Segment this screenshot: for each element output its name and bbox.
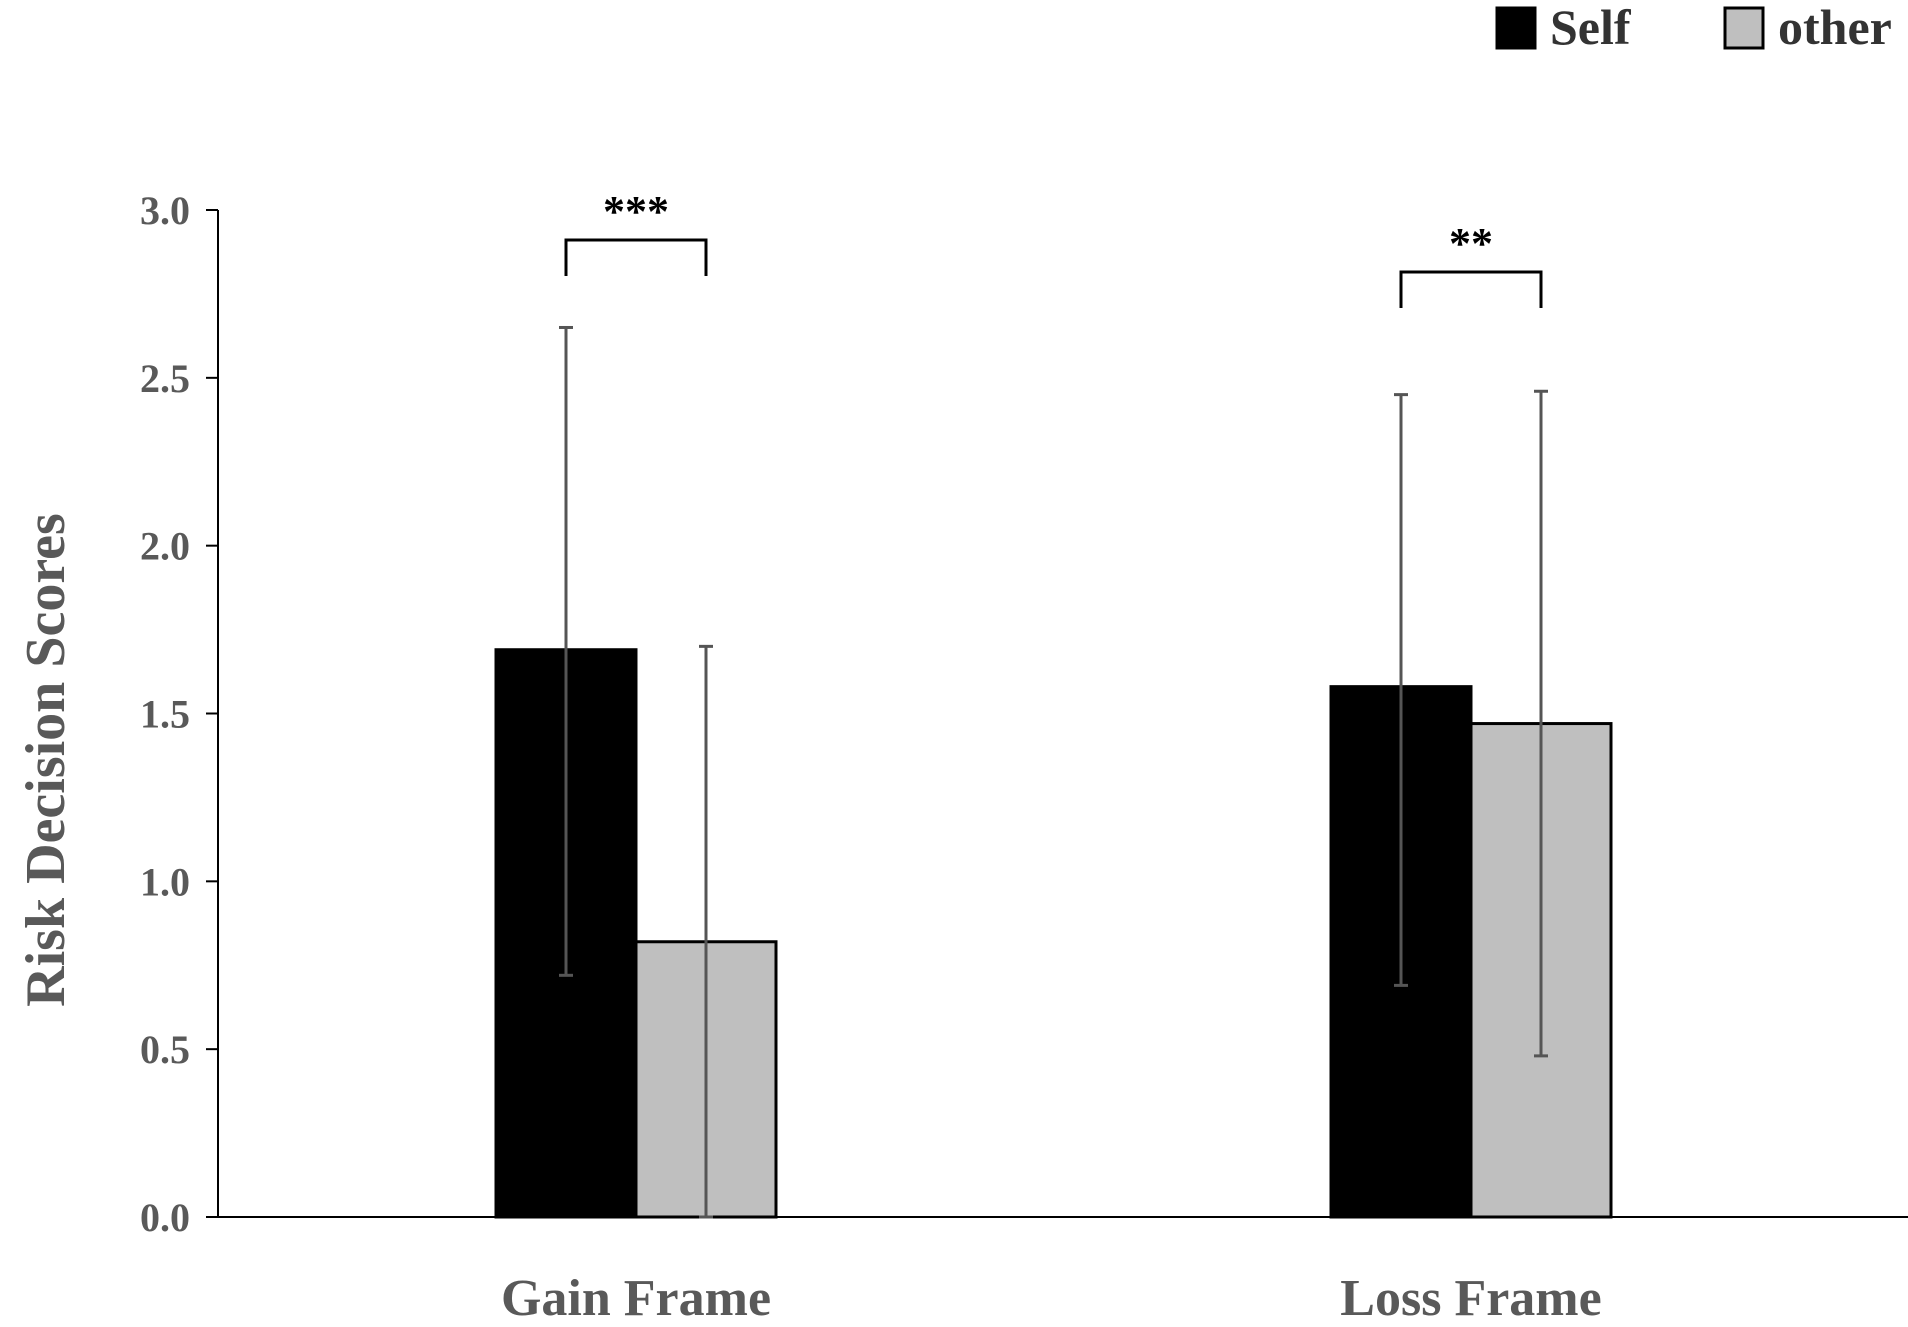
error-bars [559, 325, 1548, 1219]
y-tick-label: 0.0 [140, 1195, 190, 1240]
legend-swatch [1723, 6, 1765, 50]
y-tick-label: 1.0 [140, 859, 190, 904]
x-tick-label: Loss Frame [1340, 1270, 1601, 1322]
y-tick-label: 3.0 [140, 188, 190, 233]
axes: 0.0 0.5 1.0 1.5 2.0 2.5 3.0 Gain Frame Loss Fram… [140, 188, 1908, 1327]
significance-stars: *** [603, 187, 669, 236]
y-tick-label: 0.5 [140, 1027, 190, 1072]
legend-swatch [1495, 6, 1537, 50]
x-tick-label: Gain Frame [501, 1270, 771, 1322]
significance-stars: ** [1449, 219, 1493, 268]
legend: Self other [1495, 0, 1892, 55]
legend-label: other [1778, 0, 1892, 55]
y-tick-label: 1.5 [140, 692, 190, 737]
y-tick-label: 2.5 [140, 356, 190, 401]
y-tick-label: 2.0 [140, 524, 190, 569]
significance-bracket [1399, 270, 1543, 308]
legend-label: Self [1550, 0, 1632, 55]
significance-markers: ***** [564, 187, 1543, 308]
bars [494, 648, 1613, 1219]
y-axis-label: Risk Decision Scores [15, 513, 77, 1007]
significance-bracket [564, 238, 708, 276]
